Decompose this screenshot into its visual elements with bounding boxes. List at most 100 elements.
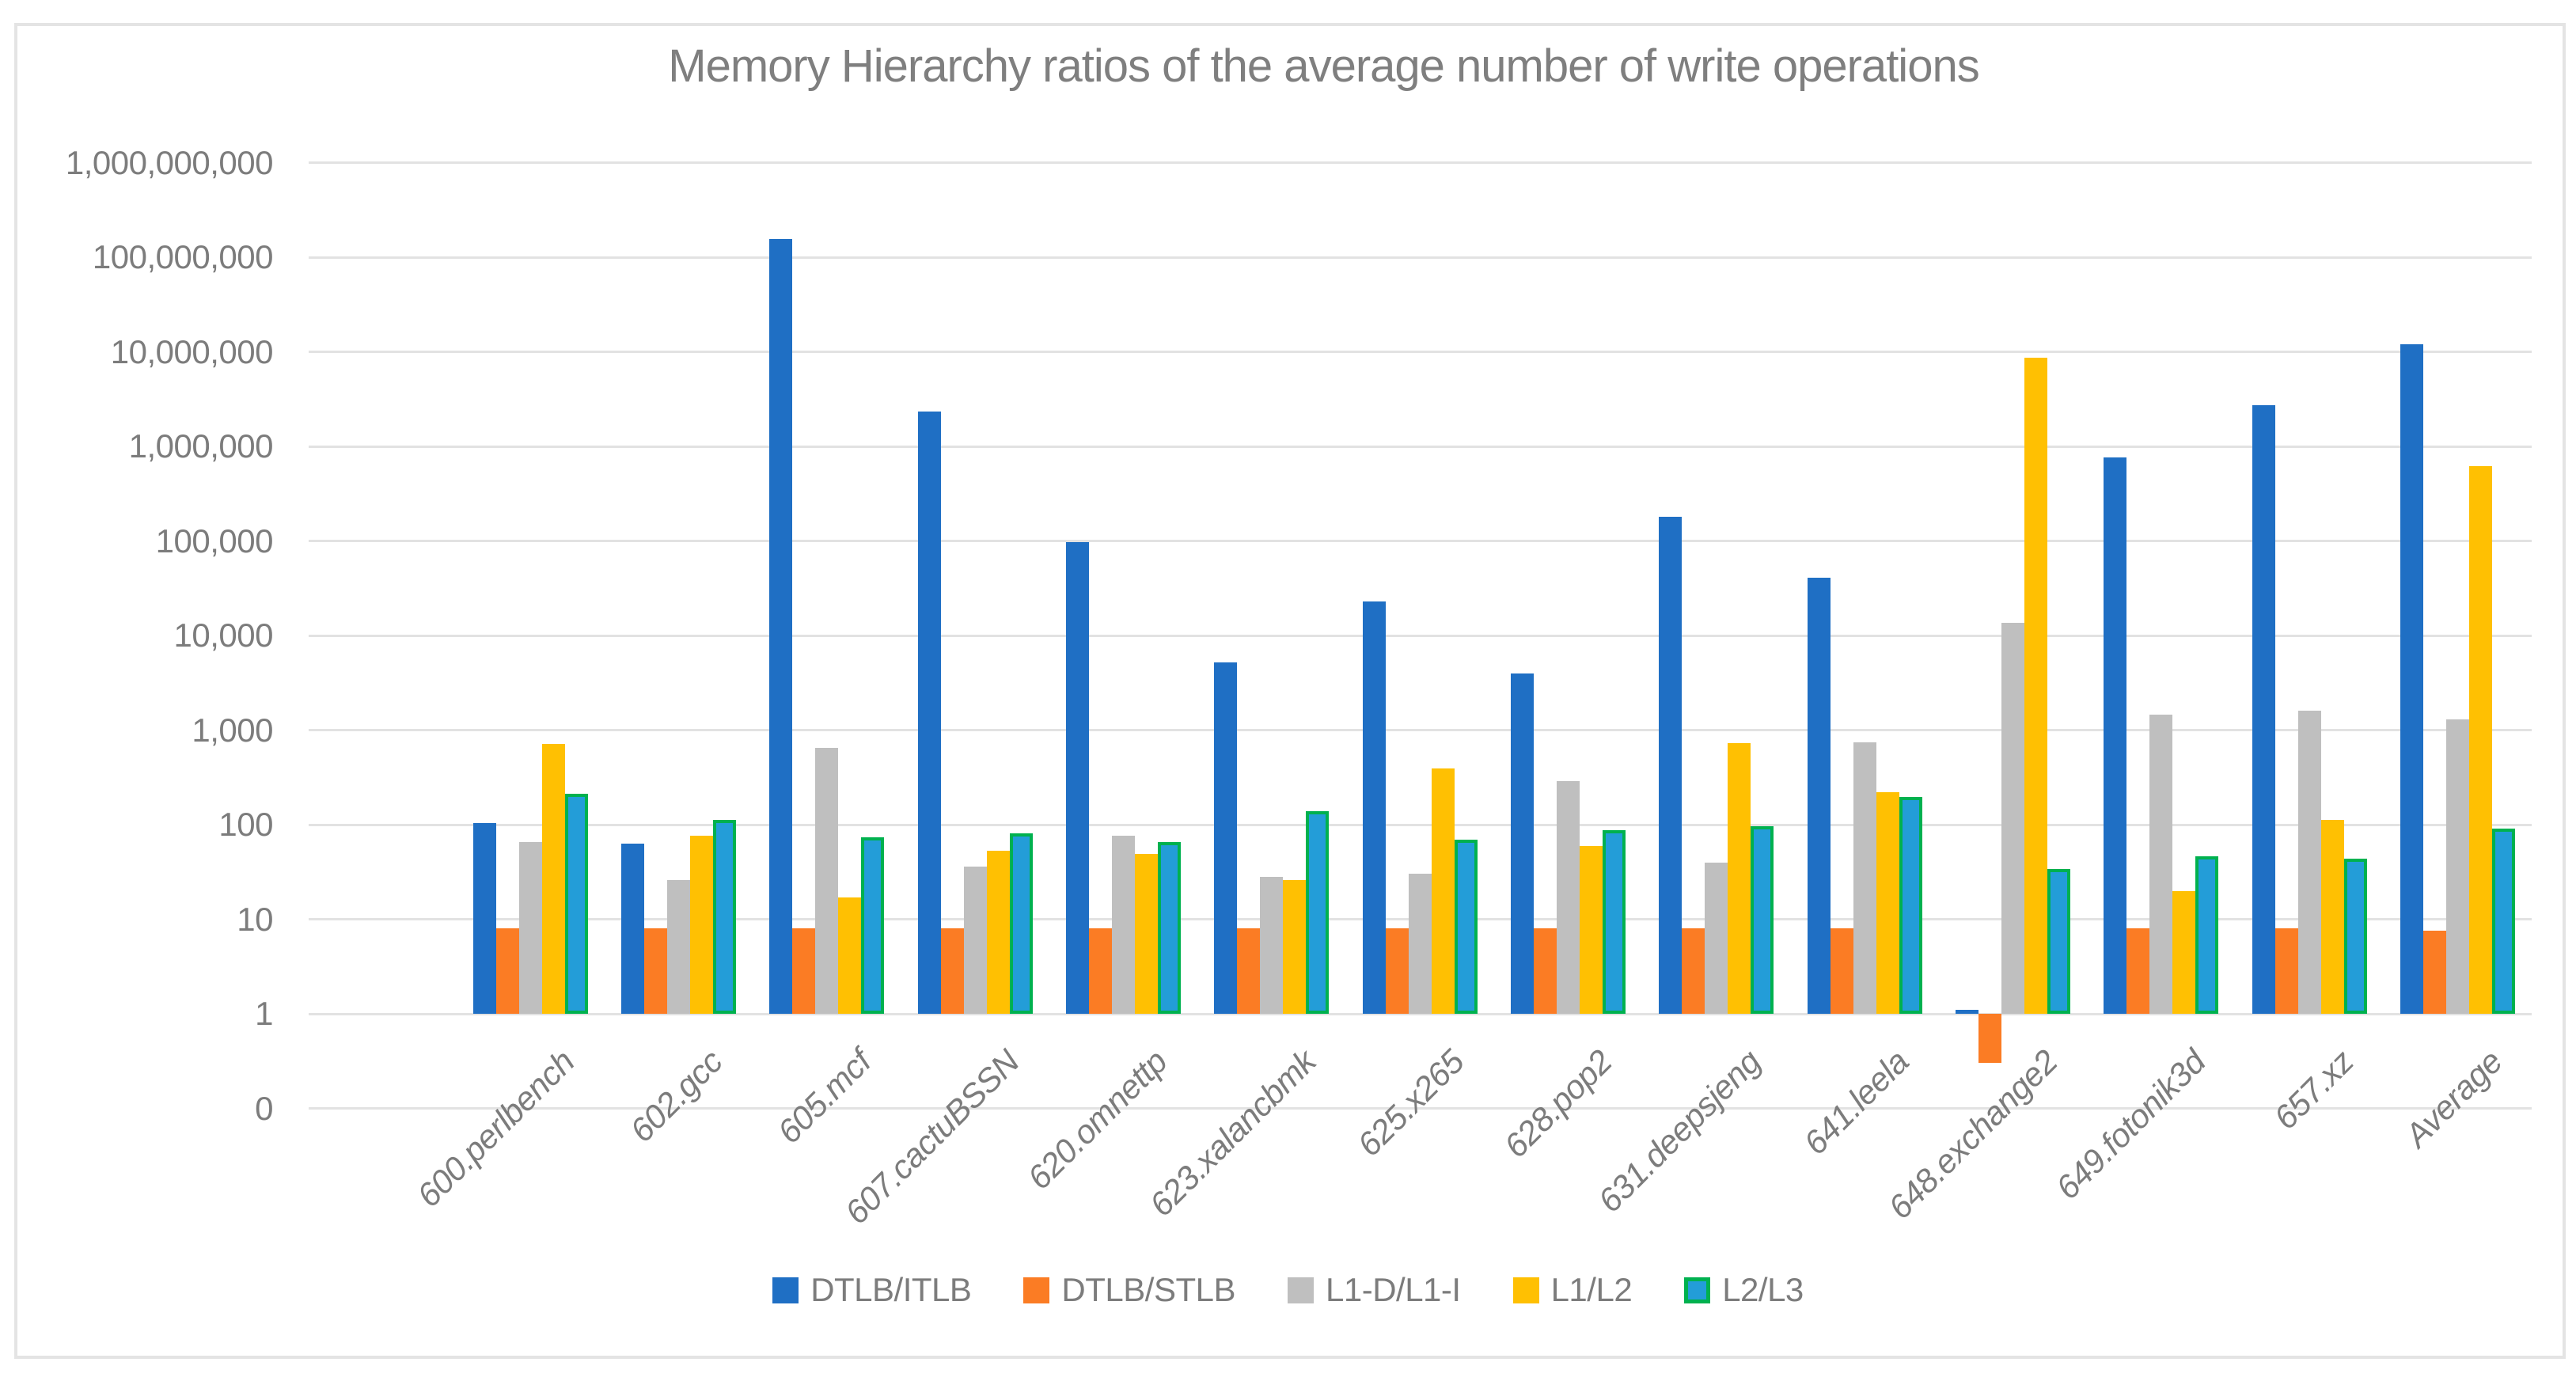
bar-dtlb-itlb [1659, 516, 1683, 1014]
bar-l1-d-l1-i [1408, 874, 1432, 1014]
bar-l1-l2 [1283, 879, 1307, 1014]
bar-dtlb-stlb [1533, 928, 1557, 1014]
bar-dtlb-itlb [1065, 542, 1089, 1014]
gridline [309, 1012, 2532, 1015]
legend-label: L1/L2 [1550, 1271, 1633, 1308]
bar-dtlb-itlb [472, 823, 496, 1014]
bar-l1-d-l1-i [1853, 742, 1876, 1014]
bar-l2-l3 [2195, 856, 2219, 1014]
bar-l1-l2 [1431, 768, 1455, 1014]
bar-l1-l2 [541, 743, 565, 1014]
legend-item: L2/L3 [1684, 1271, 1804, 1309]
bar-dtlb-stlb [1682, 928, 1705, 1014]
legend-label: DTLB/STLB [1061, 1271, 1235, 1308]
bar-dtlb-stlb [940, 928, 964, 1014]
gridline [309, 1107, 2532, 1110]
bar-dtlb-itlb [1214, 662, 1238, 1014]
gridline [309, 351, 2532, 353]
y-tick-label: 0 [255, 1089, 273, 1127]
bar-l2-l3 [1009, 833, 1033, 1014]
bar-l2-l3 [2343, 858, 2367, 1014]
bar-l1-l2 [1876, 792, 1899, 1014]
bar-l1-d-l1-i [1705, 862, 1728, 1014]
gridline [309, 445, 2532, 448]
legend: DTLB/ITLB DTLB/STLB L1-D/L1-I L1/L2 L2/L3 [0, 1271, 2576, 1309]
legend-label: L2/L3 [1722, 1271, 1804, 1308]
bar-l1-d-l1-i [2149, 715, 2173, 1014]
bar-dtlb-stlb [643, 928, 667, 1014]
y-tick-label: 1,000,000 [128, 427, 274, 465]
legend-item: L1-D/L1-I [1288, 1271, 1461, 1309]
bar-dtlb-itlb [2400, 344, 2424, 1014]
legend-marker-icon [772, 1277, 799, 1303]
gridline [309, 823, 2532, 826]
y-tick-label: 1,000 [192, 711, 273, 749]
bar-dtlb-itlb [620, 843, 644, 1014]
bar-l1-d-l1-i [1556, 780, 1580, 1014]
gridline [309, 729, 2532, 731]
gridline [309, 540, 2532, 542]
bar-l1-l2 [689, 836, 713, 1014]
legend-item: DTLB/STLB [1023, 1271, 1235, 1309]
bar-dtlb-itlb [1362, 601, 1386, 1014]
y-tick-label: 100,000,000 [92, 238, 274, 275]
bar-dtlb-itlb [1807, 577, 1831, 1014]
bar-dtlb-itlb [2252, 405, 2275, 1014]
bar-l1-d-l1-i [2001, 623, 2024, 1014]
bar-dtlb-stlb [2423, 931, 2447, 1014]
bar-l1-l2 [1134, 854, 1158, 1014]
bar-dtlb-stlb [1385, 928, 1409, 1014]
bar-l1-d-l1-i [2297, 711, 2321, 1014]
bar-l2-l3 [1602, 829, 1626, 1014]
bar-l1-l2 [1579, 845, 1603, 1014]
gridline [309, 256, 2532, 259]
bar-l1-d-l1-i [2446, 719, 2470, 1014]
legend-marker-icon [1512, 1277, 1539, 1303]
bar-dtlb-stlb [1830, 928, 1853, 1014]
y-tick-label: 10 [237, 900, 273, 938]
bar-dtlb-stlb [2274, 928, 2298, 1014]
legend-marker-icon [1684, 1277, 1711, 1303]
legend-item: L1/L2 [1512, 1271, 1633, 1309]
bar-l2-l3 [1306, 810, 1330, 1014]
bar-dtlb-stlb [1978, 1014, 2001, 1064]
bar-l1-l2 [2024, 357, 2047, 1014]
bar-l1-d-l1-i [1111, 836, 1135, 1014]
bar-l1-d-l1-i [815, 747, 839, 1014]
bar-l2-l3 [861, 837, 885, 1014]
bar-l1-d-l1-i [1260, 877, 1284, 1014]
legend-label: DTLB/ITLB [810, 1271, 972, 1308]
gridline [309, 161, 2532, 164]
y-tick-label: 100 [218, 806, 273, 843]
bar-l2-l3 [1899, 797, 1922, 1014]
bar-l1-d-l1-i [963, 867, 987, 1014]
bar-dtlb-stlb [792, 928, 816, 1014]
bar-l2-l3 [1454, 839, 1478, 1014]
bar-l1-l2 [2172, 890, 2196, 1014]
bar-dtlb-stlb [1237, 928, 1261, 1014]
y-tick-label: 1,000,000,000 [65, 143, 274, 181]
bar-dtlb-itlb [1956, 1010, 1978, 1014]
chart-title: Memory Hierarchy ratios of the average n… [668, 40, 1979, 92]
y-tick-label: 1 [255, 995, 273, 1032]
gridline [309, 634, 2532, 637]
bar-l2-l3 [712, 819, 736, 1014]
bar-dtlb-itlb [917, 411, 941, 1014]
legend-marker-icon [1288, 1277, 1314, 1303]
bar-dtlb-stlb [1088, 928, 1112, 1014]
bar-l1-l2 [838, 897, 862, 1014]
y-tick-label: 10,000 [173, 617, 274, 654]
legend-label: L1-D/L1-I [1326, 1271, 1461, 1308]
bar-l1-l2 [1728, 742, 1751, 1014]
bar-dtlb-itlb [769, 239, 793, 1014]
bar-dtlb-stlb [495, 928, 519, 1014]
bar-l1-d-l1-i [518, 842, 542, 1014]
bar-l1-d-l1-i [666, 879, 690, 1014]
bar-l1-l2 [2320, 820, 2344, 1014]
bar-l2-l3 [2047, 868, 2070, 1014]
y-tick-label: 10,000,000 [110, 332, 274, 370]
bar-dtlb-stlb [2126, 928, 2150, 1014]
bar-l1-l2 [986, 850, 1010, 1014]
chart-frame [14, 23, 2566, 1359]
